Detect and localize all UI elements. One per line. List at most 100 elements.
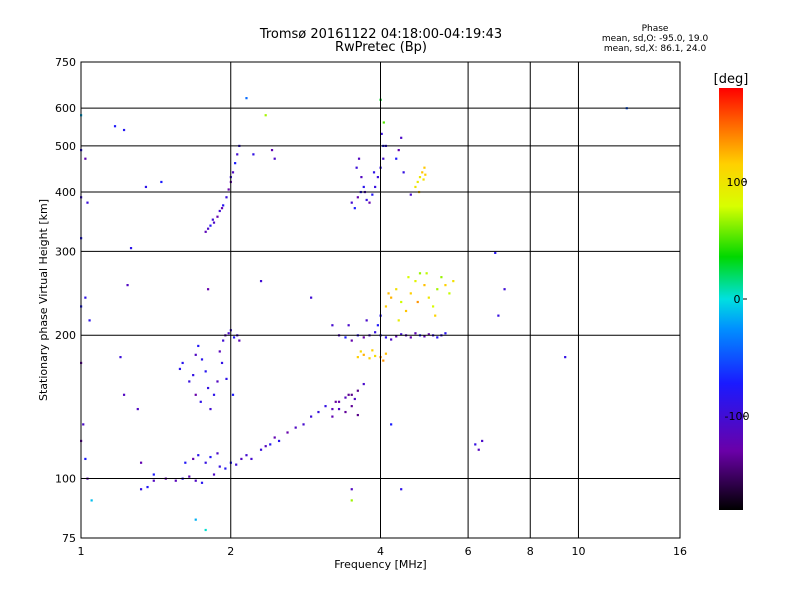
- scatter-point: [503, 288, 506, 291]
- scatter-point: [194, 518, 197, 521]
- scatter-point: [350, 201, 353, 204]
- scatter-point: [259, 448, 263, 451]
- scatter-point: [448, 292, 451, 295]
- scatter-point: [250, 457, 253, 461]
- scatter-point: [384, 305, 388, 308]
- scatter-point: [418, 272, 422, 275]
- scatter-point: [139, 461, 143, 464]
- y-tick-label: 400: [55, 186, 76, 199]
- scatter-point: [431, 305, 435, 308]
- scatter-point: [194, 353, 197, 356]
- scatter-point: [238, 339, 241, 342]
- scatter-point: [357, 157, 361, 160]
- scatter-point: [212, 221, 216, 224]
- x-tick-label: 10: [571, 545, 585, 558]
- scatter-point: [382, 121, 385, 124]
- scatter-point: [204, 461, 207, 464]
- phase-stats-x: mean, sd,X: 86.1, 24.0: [603, 44, 707, 54]
- scatter-point: [204, 230, 207, 233]
- scatter-point: [206, 227, 210, 230]
- scatter-point: [400, 300, 403, 304]
- scatter-point: [402, 171, 405, 174]
- scatter-point: [160, 180, 163, 184]
- scatter-point: [231, 171, 235, 174]
- scatter-point: [416, 300, 419, 304]
- scatter-point: [113, 125, 117, 128]
- scatter-point: [350, 405, 353, 408]
- scatter-point: [400, 488, 403, 491]
- scatter-point: [423, 284, 426, 287]
- scatter-point: [240, 457, 243, 461]
- colorbar-label: [deg]: [714, 72, 749, 87]
- scatter-point: [368, 357, 371, 360]
- scatter-point: [181, 361, 184, 365]
- scatter-point: [119, 356, 122, 359]
- scatter-point: [218, 465, 221, 468]
- scatter-point: [425, 272, 428, 275]
- scatter-point: [371, 193, 374, 196]
- scatter-point: [216, 452, 219, 455]
- scatter-point: [126, 284, 129, 287]
- scatter-point: [382, 359, 385, 362]
- scatter-point: [337, 400, 341, 403]
- x-axis-label: Frequency [MHz]: [334, 558, 426, 571]
- y-tick-label: 75: [62, 532, 76, 545]
- scatter-point: [436, 336, 439, 339]
- scatter-point: [353, 397, 356, 401]
- scatter-point: [362, 336, 365, 339]
- scatter-point: [264, 445, 267, 448]
- scatter-point: [211, 218, 214, 221]
- scatter-point: [122, 128, 126, 132]
- scatter-point: [474, 443, 477, 446]
- scatter-point: [84, 157, 87, 160]
- y-tick-label: 300: [55, 245, 76, 258]
- scatter-point: [477, 448, 480, 451]
- colorbar-tick-label: 100: [727, 176, 748, 189]
- chart-title: Tromsø 20161122 04:18:00-04:19:43: [259, 27, 503, 42]
- scatter-point: [224, 467, 227, 470]
- scatter-point: [216, 380, 219, 383]
- scatter-point: [452, 280, 455, 283]
- scatter-point: [350, 339, 353, 342]
- scatter-point: [236, 153, 239, 156]
- scatter-point: [400, 136, 403, 139]
- scatter-point: [481, 439, 484, 443]
- scatter-point: [374, 185, 377, 189]
- scatter-point: [497, 314, 500, 317]
- scatter-point: [192, 374, 195, 377]
- scatter-point: [384, 352, 388, 355]
- scatter-point: [414, 332, 417, 335]
- scatter-point: [337, 407, 341, 411]
- scatter-point: [310, 296, 313, 299]
- scatter-point: [331, 407, 334, 411]
- scatter-point: [355, 166, 358, 169]
- scatter-point: [359, 350, 362, 353]
- scatter-point: [273, 436, 276, 439]
- scatter-point: [421, 171, 424, 174]
- scatter-point: [409, 193, 412, 196]
- scatter-point: [371, 349, 374, 352]
- scatter-point: [362, 382, 365, 386]
- scatter-point: [423, 166, 426, 169]
- scatter-point: [356, 356, 359, 359]
- scatter-point: [286, 431, 289, 434]
- scatter-point: [200, 358, 204, 361]
- scatter-point: [414, 280, 417, 283]
- scatter-point: [372, 171, 376, 174]
- y-axis-label: Stationary phase Virtual Height [km]: [37, 199, 50, 401]
- scatter-point: [269, 443, 272, 446]
- x-tick-label: 6: [465, 545, 472, 558]
- scatter-point: [444, 332, 447, 335]
- scatter-point: [564, 356, 567, 359]
- scatter-point: [90, 499, 93, 502]
- scatter-point: [409, 336, 412, 339]
- scatter-point: [494, 251, 497, 255]
- x-tick-label: 16: [673, 545, 687, 558]
- scatter-point: [334, 400, 337, 403]
- scatter-point: [209, 455, 212, 459]
- scatter-point: [204, 370, 207, 373]
- scatter-point: [365, 319, 368, 322]
- phase-stats-o: mean, sd,O: -95.0, 19.0: [601, 34, 709, 44]
- scatter-point: [331, 415, 334, 418]
